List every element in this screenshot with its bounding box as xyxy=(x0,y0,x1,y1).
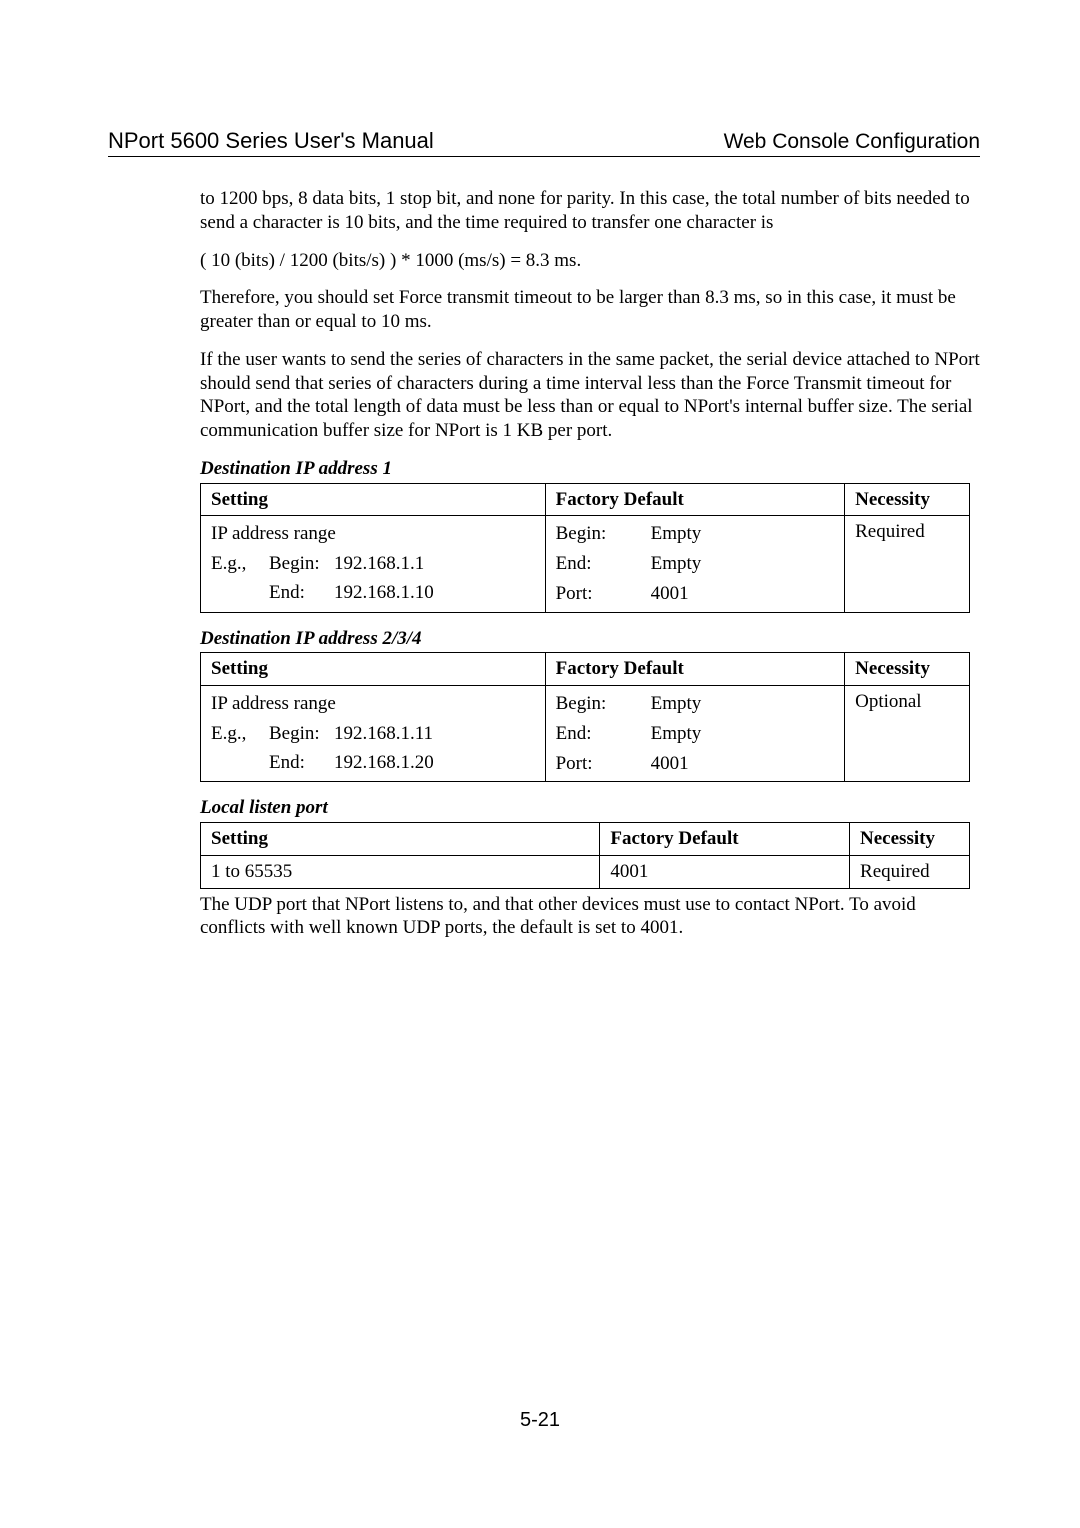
eg-label: E.g., xyxy=(211,720,269,748)
table-row: IP address range E.g., Begin: 192.168.1.… xyxy=(201,516,970,612)
cell-necessity: Required xyxy=(850,855,970,888)
calculation-line: ( 10 (bits) / 1200 (bits/s) ) * 1000 (ms… xyxy=(200,249,980,273)
col-default: Factory Default xyxy=(545,483,844,516)
default-port-value: 4001 xyxy=(651,752,836,776)
col-necessity: Necessity xyxy=(845,653,970,686)
eg-label: E.g., xyxy=(211,550,269,578)
begin-value: 192.168.1.1 xyxy=(334,550,537,578)
col-setting: Setting xyxy=(201,483,546,516)
section-heading-local: Local listen port xyxy=(200,796,980,820)
col-setting: Setting xyxy=(201,653,546,686)
paragraph-footnote: The UDP port that NPort listens to, and … xyxy=(200,893,980,941)
default-end-value: Empty xyxy=(651,722,836,746)
col-necessity: Necessity xyxy=(850,823,970,856)
default-port-value: 4001 xyxy=(651,582,836,606)
table-dest1: Setting Factory Default Necessity IP add… xyxy=(200,483,970,613)
paragraph-buffer: If the user wants to send the series of … xyxy=(200,348,980,443)
page-header: NPort 5600 Series User's Manual Web Cons… xyxy=(108,128,980,157)
end-value: 192.168.1.20 xyxy=(334,749,537,777)
begin-label: Begin: xyxy=(269,550,334,578)
default-end-label: End: xyxy=(556,552,651,576)
table-header-row: Setting Factory Default Necessity xyxy=(201,823,970,856)
cell-default: Begin: Empty End: Empty Port: 4001 xyxy=(545,686,844,782)
section-heading-dest1: Destination IP address 1 xyxy=(200,457,980,481)
section-title-header: Web Console Configuration xyxy=(724,130,980,154)
page-number: 5-21 xyxy=(0,1409,1080,1432)
paragraph-timeout: Therefore, you should set Force transmit… xyxy=(200,286,980,334)
begin-value: 192.168.1.11 xyxy=(334,720,537,748)
cell-default: Begin: Empty End: Empty Port: 4001 xyxy=(545,516,844,612)
default-end-label: End: xyxy=(556,722,651,746)
cell-setting: IP address range E.g., Begin: 192.168.1.… xyxy=(201,686,546,782)
manual-title: NPort 5600 Series User's Manual xyxy=(108,128,434,154)
page-content: NPort 5600 Series User's Manual Web Cons… xyxy=(0,0,1080,940)
setting-heading: IP address range xyxy=(211,690,537,718)
end-value: 192.168.1.10 xyxy=(334,579,537,607)
setting-heading: IP address range xyxy=(211,520,537,548)
end-label: End: xyxy=(269,579,334,607)
table-row: IP address range E.g., Begin: 192.168.1.… xyxy=(201,686,970,782)
cell-necessity: Required xyxy=(845,516,970,612)
section-heading-dest234: Destination IP address 2/3/4 xyxy=(200,627,980,651)
table-local: Setting Factory Default Necessity 1 to 6… xyxy=(200,822,970,889)
table-header-row: Setting Factory Default Necessity xyxy=(201,653,970,686)
end-label: End: xyxy=(269,749,334,777)
default-end-value: Empty xyxy=(651,552,836,576)
default-begin-value: Empty xyxy=(651,522,836,546)
table-row: 1 to 65535 4001 Required xyxy=(201,855,970,888)
col-default: Factory Default xyxy=(545,653,844,686)
cell-setting: 1 to 65535 xyxy=(201,855,600,888)
body: to 1200 bps, 8 data bits, 1 stop bit, an… xyxy=(200,187,980,940)
col-default: Factory Default xyxy=(600,823,850,856)
default-begin-label: Begin: xyxy=(556,522,651,546)
default-port-label: Port: xyxy=(556,752,651,776)
col-necessity: Necessity xyxy=(845,483,970,516)
table-dest234: Setting Factory Default Necessity IP add… xyxy=(200,652,970,782)
cell-necessity: Optional xyxy=(845,686,970,782)
cell-setting: IP address range E.g., Begin: 192.168.1.… xyxy=(201,516,546,612)
table-header-row: Setting Factory Default Necessity xyxy=(201,483,970,516)
begin-label: Begin: xyxy=(269,720,334,748)
default-port-label: Port: xyxy=(556,582,651,606)
default-begin-label: Begin: xyxy=(556,692,651,716)
paragraph-intro-continued: to 1200 bps, 8 data bits, 1 stop bit, an… xyxy=(200,187,980,235)
default-begin-value: Empty xyxy=(651,692,836,716)
cell-default: 4001 xyxy=(600,855,850,888)
col-setting: Setting xyxy=(201,823,600,856)
